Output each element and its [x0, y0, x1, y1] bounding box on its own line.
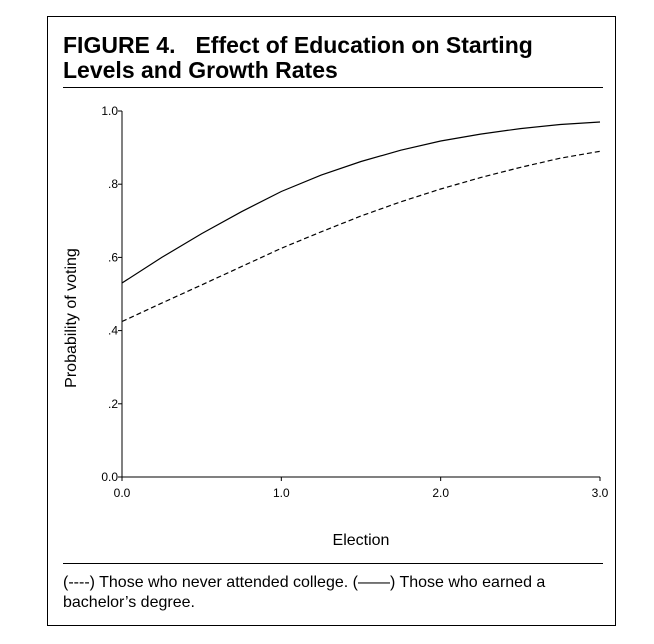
- x-tick-label: 0.0: [114, 486, 131, 500]
- x-tick-label: 1.0: [273, 486, 290, 500]
- y-tick-label: .6: [108, 250, 118, 264]
- x-tick-label: 3.0: [592, 486, 609, 500]
- y-tick-label: 1.0: [101, 104, 118, 118]
- x-tick-label: 2.0: [432, 486, 449, 500]
- caption-rule: [63, 563, 603, 564]
- y-tick-label: 0.0: [101, 470, 118, 484]
- figure-title-text: Effect of Education on Starting Levels a…: [63, 32, 533, 83]
- figure-caption: (----) Those who never attended college.…: [63, 574, 546, 611]
- y-tick-label: .2: [108, 397, 118, 411]
- plot-area: 0.0 .2 .4 .6 .8 1.0 0.0 1.0 2.0 3.0: [101, 104, 608, 500]
- title-rule: [63, 87, 603, 88]
- y-axis-label: Probability of voting: [63, 248, 80, 388]
- y-tick-label: .4: [108, 324, 118, 338]
- figure-title: FIGURE 4. Effect of Education on Starting…: [63, 33, 603, 83]
- line-chart: 0.0 .2 .4 .6 .8 1.0 0.0 1.0 2.0 3.0 Probability o…: [63, 104, 609, 549]
- x-axis-label: Election: [333, 532, 390, 549]
- figure-number: FIGURE 4.: [63, 32, 176, 58]
- figure-frame: FIGURE 4. Effect of Education on Starting…: [47, 16, 616, 626]
- series-line-solid: [121, 121, 601, 284]
- series-line-dashed: [121, 150, 601, 323]
- y-tick-label: .8: [108, 177, 118, 191]
